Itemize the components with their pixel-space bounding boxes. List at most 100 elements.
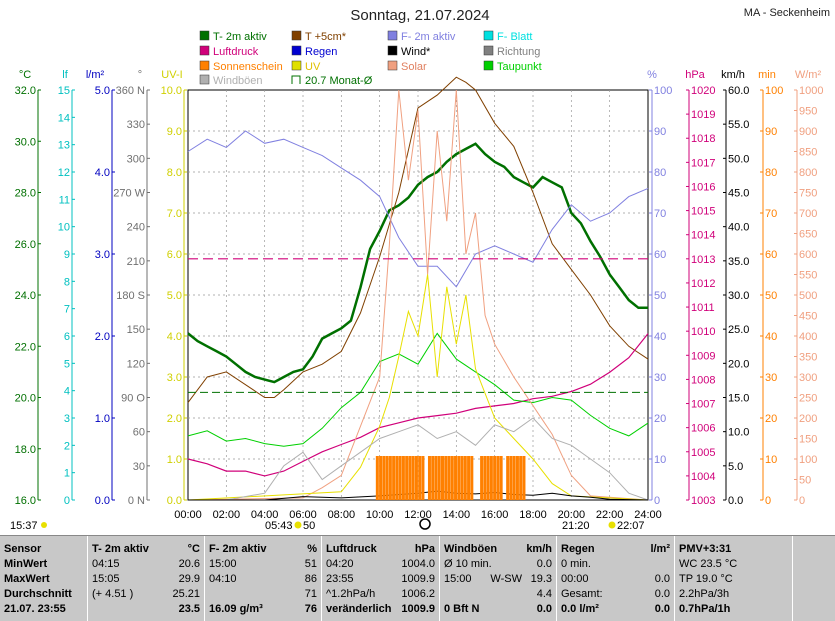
sun-icon [608,521,616,529]
press-axis-tick-label: 1007 [691,399,715,411]
temp-axis-unit: °C [19,69,31,81]
table-column-press: Luftdruck hPa 04:20 1004.0 23:55 1009.9 ^1.2hP… [322,536,440,621]
station-name: MA - Seckenheim [744,7,830,19]
wind-axis-tick-label: 40.0 [728,222,749,234]
table-cell: veränderlich 1009.9 [326,602,435,617]
sun-axis-tick-label: 80 [765,167,777,179]
solar-axis-tick-label: 950 [799,106,817,118]
legend-swatch [387,60,398,71]
table-cell: MinWert [4,557,83,572]
dir-axis-tick-label: 210 [127,256,145,268]
dir-axis-tick-label: 90 O [121,393,145,405]
sunshine-bar [408,456,412,500]
table-cell: 0 Bft N 0.0 [444,602,552,617]
press-axis-tick-label: 1014 [691,230,715,242]
sunshine-bar [506,456,510,500]
cell-label: Sensor [4,543,42,555]
x-tick-label: 16:00 [481,509,509,521]
press-axis-tick-label: 1019 [691,109,715,121]
solar-axis-tick-label: 850 [799,147,817,159]
dir-axis-tick-label: 180 S [116,290,145,302]
wind-axis-tick-label: 0.0 [728,495,743,507]
press-axis-tick-label: 1018 [691,133,715,145]
x-tick-label: 14:00 [443,509,471,521]
sunshine-bar [421,456,425,500]
legend-swatch [291,60,302,71]
legend-item: Luftdruck [213,46,259,58]
temp-axis-tick-label: 28.0 [15,188,36,200]
cell-label: 00:00 [561,573,589,585]
cell-label: 04:10 [209,573,237,585]
cell-label: Durchschnitt [4,588,72,600]
legend-swatch [199,60,210,71]
sunshine-bar [463,456,467,500]
sunshine-bar [515,456,519,500]
cell-value: km/h [526,543,552,555]
x-tick-label: 06:00 [289,509,317,521]
legend-item: 20.7 Monat-Ø [305,75,373,87]
legend-item: Richtung [497,46,540,58]
wind-axis-tick-label: 35.0 [728,256,749,268]
legend-item: Solar [401,61,427,73]
dir-axis-tick-label: 240 [127,222,145,234]
dir-axis-unit: ° [138,69,142,81]
legend-item: T +5cm* [305,31,347,43]
sunshine-bar [434,456,438,500]
solar-axis-tick-label: 600 [799,249,817,261]
x-tick-label: 10:00 [366,509,394,521]
uv-axis-tick-label: 2.0 [167,413,182,425]
solar-axis-tick-label: 150 [799,434,817,446]
table-cell: 4.4 [444,587,552,602]
hum-axis-tick-label: 0 [654,495,660,507]
sunshine-bar [499,456,503,500]
cell-direction: W-SW [490,573,522,585]
solar-axis-tick-label: 800 [799,167,817,179]
cell-label: MaxWert [4,573,50,585]
cell-label: TP 19.0 °C [679,573,733,585]
cell-value: 71 [304,588,317,600]
uv-axis-tick-label: 8.0 [167,167,182,179]
table-column-temp: T- 2m aktiv °C 04:15 20.6 15:05 29.9 (+ 4.51 )… [88,536,205,621]
solar-axis-tick-label: 450 [799,311,817,323]
table-cell: PMV+3:31 [679,542,788,557]
sunshine-bar [450,456,454,500]
press-axis-tick-label: 1017 [691,157,715,169]
cell-label: 0 min. [561,558,591,570]
cell-label: 0 Bft N [444,603,480,615]
sunshine-bar [379,456,383,500]
sun-axis-tick-label: 30 [765,372,777,384]
legend-swatch [199,74,210,85]
legend-item: F- Blatt [497,31,532,43]
dir-axis-tick-label: 300 [127,153,145,165]
leaf-axis-tick-label: 5 [64,358,70,370]
leaf-axis-tick-label: 13 [58,140,70,152]
sunrise-value: 50 [303,520,315,532]
table-cell: Ø 10 min. 0.0 [444,557,552,572]
temp-axis-tick-label: 20.0 [15,393,36,405]
cell-value: 4.4 [536,588,552,600]
press-axis-tick-label: 1006 [691,423,715,435]
solar-axis-tick-label: 700 [799,208,817,220]
table-cell: 23:55 1009.9 [326,572,435,587]
table-cell: 04:15 20.6 [92,557,200,572]
legend-item: Windböen [213,75,263,87]
table-column-wind: Windböen km/h Ø 10 min. 0.0 15:00 W-SW 19.3 4.4… [440,536,557,621]
wind-axis-tick-label: 30.0 [728,290,749,302]
hum-axis-tick-label: 60 [654,249,666,261]
cell-label: 15:00 [444,573,472,585]
temp-axis-tick-label: 30.0 [15,136,36,148]
leaf-axis-tick-label: 3 [64,413,70,425]
cell-value: hPa [414,543,435,555]
cell-value: 1009.9 [401,573,435,585]
table-cell: Regen l/m² [561,542,670,557]
sunshine-bar [509,456,513,500]
solar-axis-tick-label: 500 [799,290,817,302]
cell-label: Windböen [444,543,498,555]
sunshine-bar [460,456,464,500]
table-cell: Windböen km/h [444,542,552,557]
uv-axis-tick-label: 6.0 [167,249,182,261]
sunshine-bar [489,456,493,500]
table-cell: 15:05 29.9 [92,572,200,587]
solar-axis-unit: W/m² [795,69,822,81]
sunshine-bar [411,456,415,500]
